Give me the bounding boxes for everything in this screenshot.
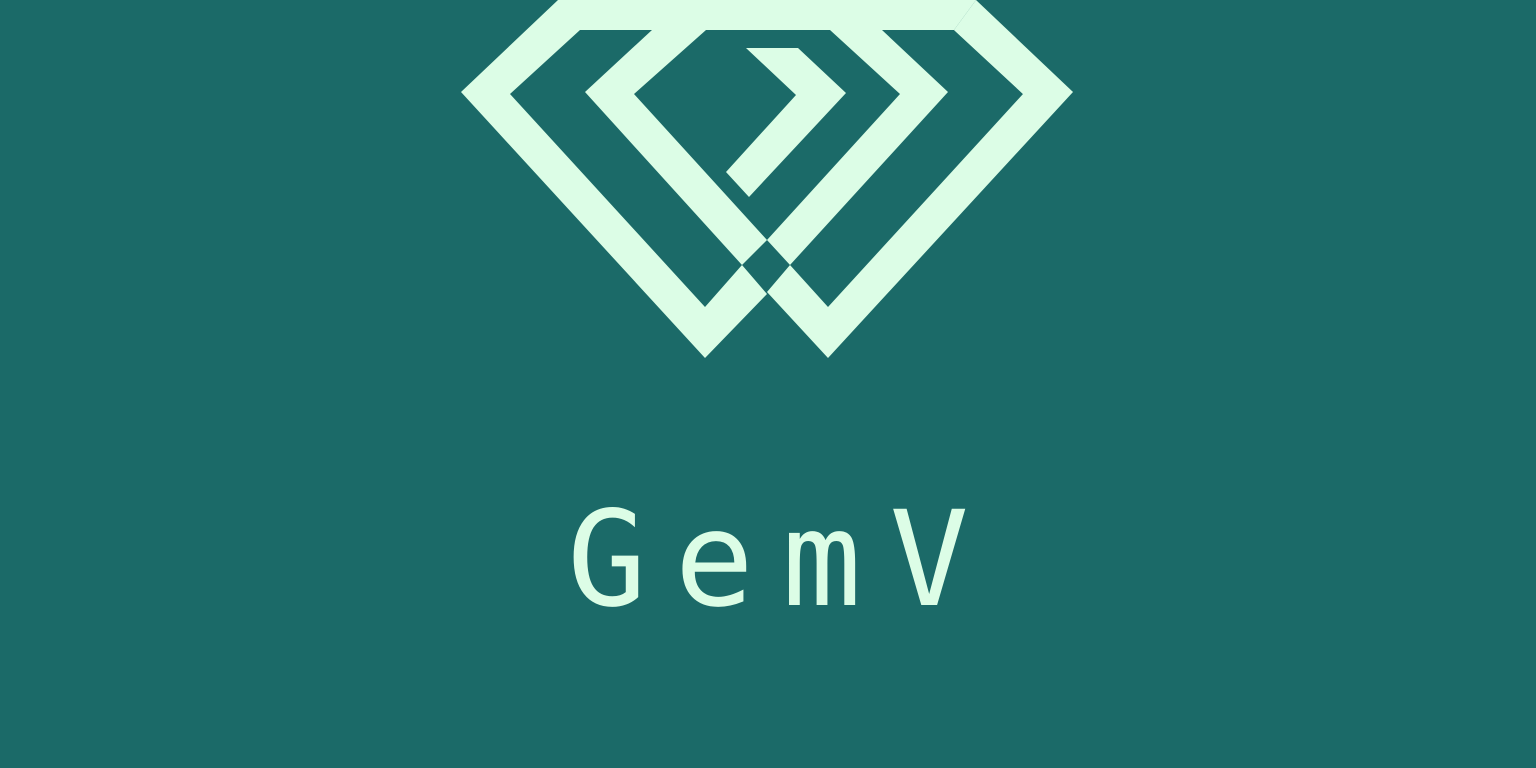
- brand-wordmark: GemV: [567, 483, 997, 637]
- logo-right-connector: [954, 0, 1073, 94]
- logo-inner-hook: [726, 48, 846, 197]
- logo-right-chevron: [767, 30, 948, 265]
- logo-left-frame: [461, 0, 767, 358]
- diamond-logo-icon: [461, 0, 1073, 358]
- logo-top-bar: [558, 0, 976, 30]
- logo-left-chevron: [585, 30, 767, 265]
